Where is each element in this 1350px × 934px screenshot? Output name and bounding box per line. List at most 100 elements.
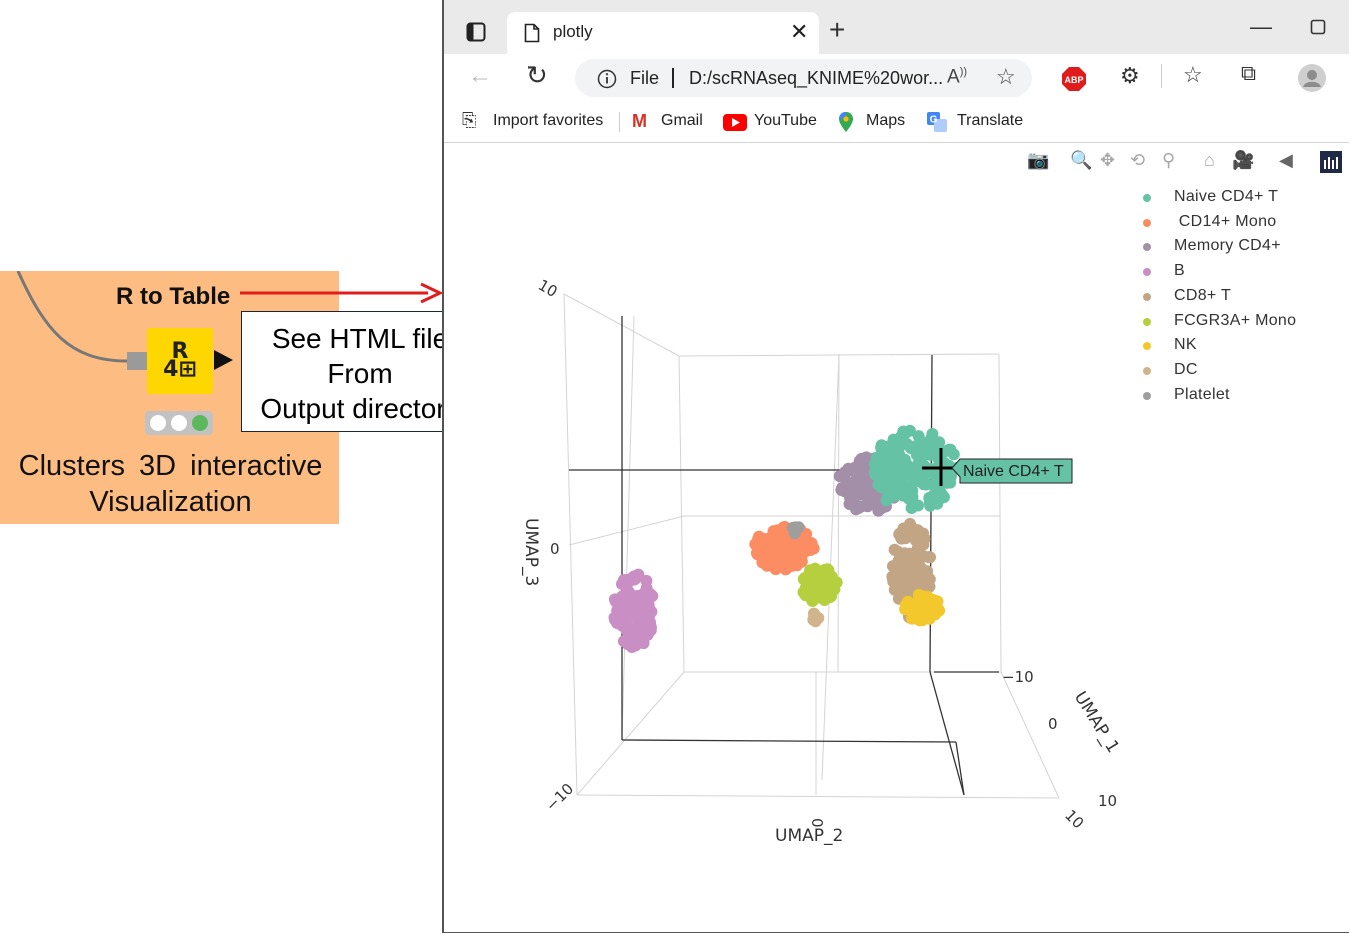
legend-item[interactable]: B [1143,262,1185,280]
legend-item[interactable]: Platelet [1143,386,1230,404]
scatter-point[interactable] [853,488,866,501]
scatter-point[interactable] [894,527,906,540]
legend-item[interactable]: DC [1143,361,1198,379]
scatter-point[interactable] [912,458,924,471]
info-icon[interactable] [597,69,617,89]
last-save-camera-icon[interactable]: 🎥 [1232,150,1255,170]
scatter-point[interactable] [779,551,792,564]
bookmark-translate[interactable]: Translate [957,112,1024,129]
scatter-point[interactable] [644,616,656,629]
tab-plotly[interactable]: plotly ✕ [507,12,819,56]
scatter-point[interactable] [897,479,910,492]
scatter-point[interactable] [777,539,789,552]
scatter-point[interactable] [887,485,899,498]
scatter-point[interactable] [878,450,891,463]
bookmark-import-favorites[interactable]: Import favorites [493,112,604,129]
download-png-icon[interactable]: 📷 [1027,150,1050,170]
tab-actions-icon[interactable] [466,22,486,42]
scatter-point[interactable] [641,597,654,610]
scatter-point[interactable] [875,441,888,454]
scatter-point[interactable] [913,614,926,627]
address-bar[interactable]: File D:/scRNAseq_KNIME%20wor... A)) ☆ [575,59,1032,97]
scatter-point[interactable] [944,443,957,456]
scatter-point[interactable] [887,575,900,588]
favorites-icon[interactable]: ☆ [1183,62,1203,87]
scatter-point[interactable] [621,638,634,650]
scatter-point[interactable] [935,488,948,501]
scatter-point[interactable] [903,553,915,565]
scatter-point[interactable] [890,444,903,457]
scatter-point[interactable] [639,586,652,599]
scatter-point[interactable] [770,531,783,544]
scatter-point[interactable] [888,543,901,556]
scatter-point[interactable] [917,538,930,551]
scatter-point[interactable] [869,468,882,481]
refresh-icon[interactable]: ↻ [526,60,548,90]
new-tab-icon[interactable]: + [829,14,846,45]
scatter-point[interactable] [820,585,833,598]
legend-item[interactable]: Memory CD4+ [1143,237,1281,255]
legend-item[interactable]: Naive CD4+ T [1143,188,1278,206]
scatter-point[interactable] [912,499,924,512]
scatter-point[interactable] [906,490,919,503]
orbit-rotation-icon[interactable]: ⟲ [1130,150,1146,170]
scatter-point[interactable] [633,596,646,609]
scatter-point[interactable] [929,444,942,457]
scatter-point[interactable] [805,537,818,550]
scatter-points[interactable] [608,424,963,653]
legend-item[interactable]: FCGR3A+ Mono [1143,312,1296,330]
scatter-point[interactable] [786,521,799,534]
legend-item[interactable]: CD8+ T [1143,287,1231,305]
scatter-point[interactable] [921,565,934,578]
address-url[interactable]: D:/scRNAseq_KNIME%20wor... [689,68,944,88]
scatter-point[interactable] [833,470,846,483]
scatter-point[interactable] [830,576,843,589]
scatter-point[interactable] [853,455,866,467]
node-output-port[interactable] [214,350,233,370]
r-to-table-node[interactable]: R 4⊞ [147,328,213,394]
scatter-point[interactable] [887,433,900,446]
scatter-point[interactable] [755,532,768,545]
plotly-logo-icon[interactable] [1320,151,1342,173]
scatter-point[interactable] [804,564,817,577]
umap-3d-scatter[interactable]: Naive CD4+ T 10 0 UMAP_3 −10 0 10 UMAP_2… [444,150,1349,920]
scatter-point[interactable] [887,560,899,573]
scatter-point[interactable] [842,464,855,477]
scatter-point[interactable] [812,578,825,591]
collections-icon[interactable]: ⧉ [1241,62,1256,85]
adblock-plus-icon[interactable]: ABP [1061,66,1087,92]
maximize-icon[interactable] [1310,19,1326,35]
scatter-point[interactable] [908,526,920,538]
scatter-point[interactable] [918,469,931,482]
scatter-point[interactable] [927,593,940,606]
node-input-port[interactable] [127,352,147,370]
read-aloud-icon[interactable]: A)) [947,66,968,88]
scatter-point[interactable] [807,607,820,620]
scatter-point[interactable] [910,597,922,609]
turntable-rotation-icon[interactable]: ⚲ [1162,150,1176,170]
scatter-point[interactable] [800,574,813,587]
bookmark-maps[interactable]: Maps [866,112,906,129]
scatter-point[interactable] [918,590,931,603]
scatter-point[interactable] [908,563,921,576]
hover-data-icon[interactable]: ◀ [1279,150,1293,170]
bookmark-youtube[interactable]: YouTube [754,112,817,129]
pan-icon[interactable]: ✥ [1100,150,1116,170]
minimize-icon[interactable]: — [1250,14,1272,39]
node-title[interactable]: R to Table [116,283,231,310]
node-caption[interactable]: Clusters 3D interactive Visualization [18,450,323,518]
scatter-point[interactable] [813,568,826,581]
scatter-point[interactable] [625,608,638,621]
legend-item[interactable]: NK [1143,336,1197,354]
scatter-point[interactable] [924,551,936,564]
scatter-point[interactable] [617,590,630,603]
scatter-point[interactable] [921,607,934,620]
zoom-icon[interactable]: 🔍 [1070,150,1093,170]
scatter-point[interactable] [899,427,912,440]
scatter-point[interactable] [926,490,939,503]
close-tab-icon[interactable]: ✕ [790,19,809,44]
scatter-point[interactable] [797,586,810,599]
add-favorite-icon[interactable]: ☆ [996,64,1016,89]
scatter-point[interactable] [896,457,909,470]
scatter-point[interactable] [868,489,881,502]
